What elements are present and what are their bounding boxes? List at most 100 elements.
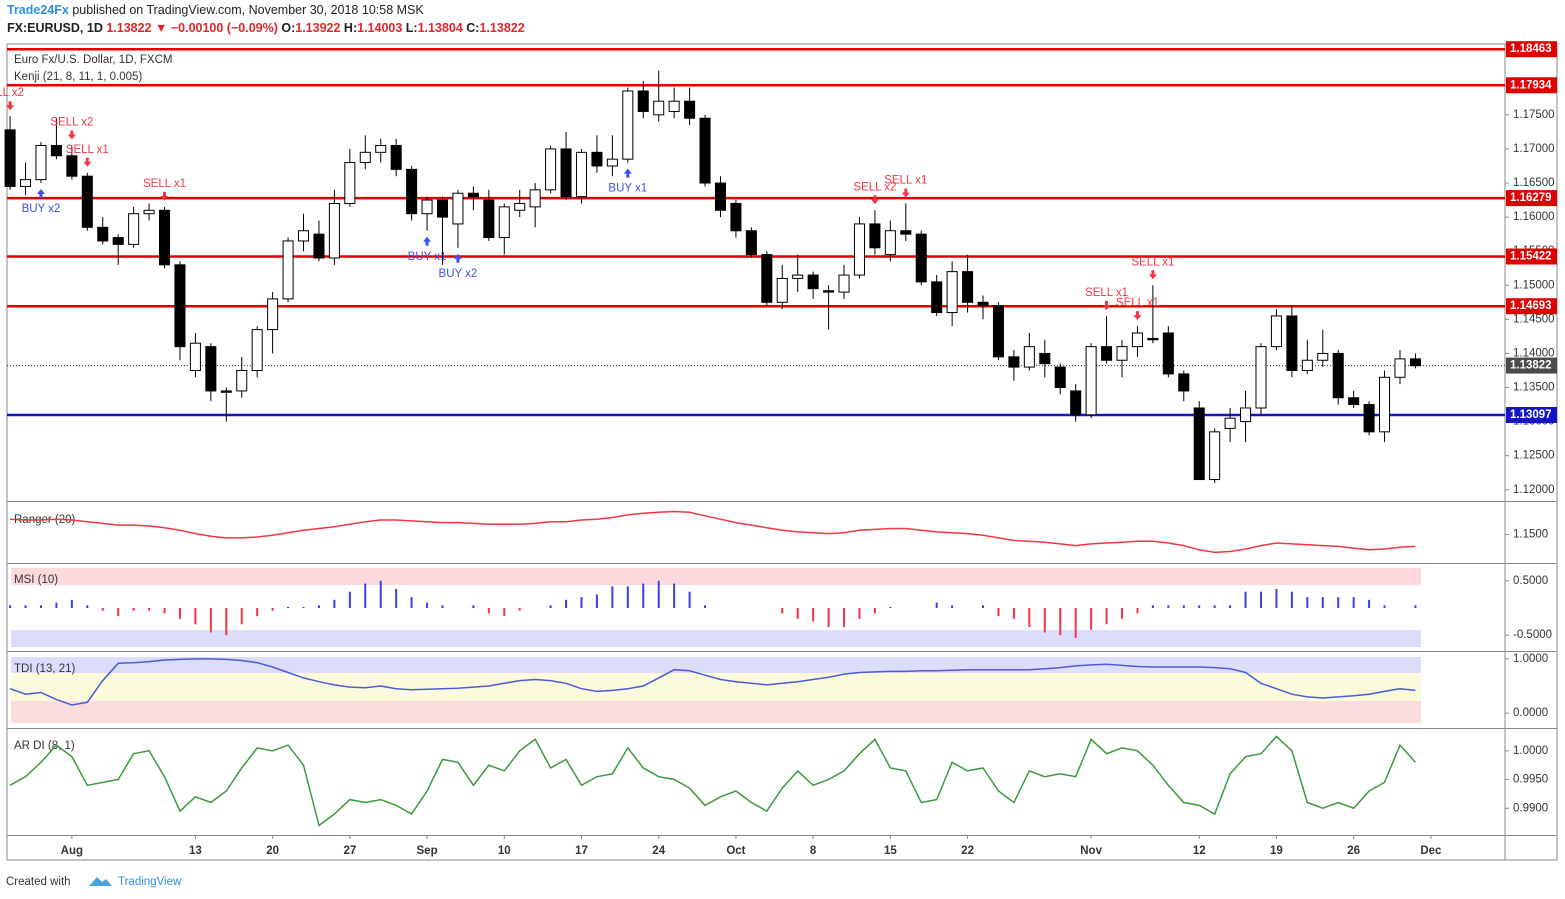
signal-label: SELL x2 (50, 117, 93, 129)
candle-body (267, 298, 279, 331)
histogram-bar (1290, 591, 1293, 608)
candle-body (436, 199, 449, 218)
histogram-bar (24, 605, 27, 608)
publish-line: Trade24Fx published on TradingView.com, … (7, 3, 424, 17)
band (11, 568, 1421, 585)
pane-title: TDI (13, 21) (14, 663, 76, 675)
histogram-bar (1121, 608, 1124, 619)
candle-body (962, 271, 974, 303)
histogram-bar (256, 608, 259, 617)
ohlc-value: 1.13822 (479, 21, 525, 35)
level-tag (1506, 406, 1557, 423)
candle-body (1193, 407, 1205, 481)
candle-body (591, 151, 603, 167)
histogram-bar (935, 602, 938, 608)
histogram-bar (997, 608, 1000, 617)
candle-body (668, 100, 680, 112)
histogram-bar (163, 608, 166, 614)
symbol: FX:EURUSD, 1D (7, 21, 103, 35)
histogram-bar (565, 599, 568, 608)
x-tick-label: 17 (575, 845, 588, 857)
histogram-bar (889, 606, 892, 608)
x-tick-label: Aug (61, 845, 83, 857)
histogram-bar (1275, 588, 1278, 608)
published: published on TradingView.com, November 3… (72, 3, 424, 17)
histogram-bar (595, 594, 598, 608)
candle-body (730, 202, 742, 232)
candle-body (977, 301, 989, 307)
histogram-bar (843, 608, 846, 628)
histogram-bar (580, 597, 583, 608)
signal-label: SELL x1 (1085, 287, 1128, 299)
histogram-bar (426, 602, 429, 608)
candle-body (174, 264, 186, 348)
level-label: 1.18463 (1510, 43, 1552, 55)
histogram-bar (1136, 608, 1139, 614)
level-label: 1.15422 (1510, 251, 1552, 263)
ohlc-key: H: (343, 21, 358, 35)
histogram-bar (781, 608, 784, 614)
histogram-bar (86, 605, 89, 608)
level-tag (1506, 77, 1557, 94)
y-tick-label: 1.12000 (1513, 484, 1555, 496)
candle-body (931, 281, 943, 314)
signal-arrow (67, 130, 76, 140)
candle-body (946, 271, 958, 314)
level-tag (1506, 248, 1557, 265)
level-label: 1.13097 (1510, 409, 1552, 421)
histogram-bar (688, 591, 691, 608)
histogram-bar (1414, 605, 1417, 608)
histogram-bar (1352, 597, 1355, 608)
y-tick-label: 1.16000 (1513, 211, 1555, 223)
candle-body (297, 230, 310, 242)
candle-body (622, 90, 634, 160)
candle-body (606, 158, 618, 167)
band (11, 701, 1421, 723)
histogram-bar (194, 608, 197, 625)
candle-body (1224, 417, 1236, 429)
candle-body (838, 274, 850, 293)
candle-body (159, 209, 171, 266)
y-tick-label: 1.1500 (1513, 529, 1548, 541)
histogram-bar (1383, 605, 1386, 608)
histogram-bar (225, 608, 228, 636)
histogram-bar (395, 588, 398, 608)
histogram-bar (796, 608, 799, 619)
candle-body (1116, 346, 1128, 361)
y-tick-label: 1.0000 (1513, 745, 1548, 757)
level-label: 1.17934 (1510, 79, 1552, 91)
candle-body (714, 182, 726, 211)
histogram-bar (642, 583, 645, 608)
y-tick-label: 1.14000 (1513, 347, 1555, 359)
footer-brand[interactable]: TradingView (118, 876, 182, 888)
candle-body (112, 237, 124, 245)
candle-body (1178, 373, 1190, 392)
y-tick-label: 0.0000 (1513, 707, 1548, 719)
x-tick-label: 10 (498, 845, 511, 857)
indicator-title: Kenji (21, 8, 11, 1, 0.005) (14, 71, 142, 83)
histogram-bar (951, 605, 954, 608)
candle-body (699, 117, 711, 184)
chart-title: Euro Fx/U.S. Dollar, 1D, FXCM (14, 54, 172, 66)
candle-body (1270, 315, 1282, 348)
level-tag (1506, 190, 1557, 207)
histogram-bar (1012, 608, 1015, 619)
y-tick-label: 0.5000 (1513, 575, 1548, 587)
candle-body (1394, 358, 1406, 378)
histogram-bar (487, 608, 490, 614)
author[interactable]: Trade24Fx (7, 3, 69, 17)
candle-body (4, 129, 16, 187)
candle-body (1085, 346, 1097, 416)
candle-body (128, 213, 140, 245)
y-tick-label: 1.15000 (1513, 279, 1555, 291)
y-tick-label: 1.0000 (1513, 653, 1548, 665)
y-tick-label: 1.17000 (1513, 143, 1555, 155)
histogram-bar (117, 608, 120, 617)
candle-body (66, 155, 78, 177)
candle-body (884, 230, 896, 256)
frame (6, 43, 1558, 861)
last: 1.13822 (106, 21, 152, 35)
y-tick-label: 1.17500 (1513, 109, 1555, 121)
histogram-bar (858, 608, 861, 619)
histogram-bar (1090, 608, 1093, 630)
